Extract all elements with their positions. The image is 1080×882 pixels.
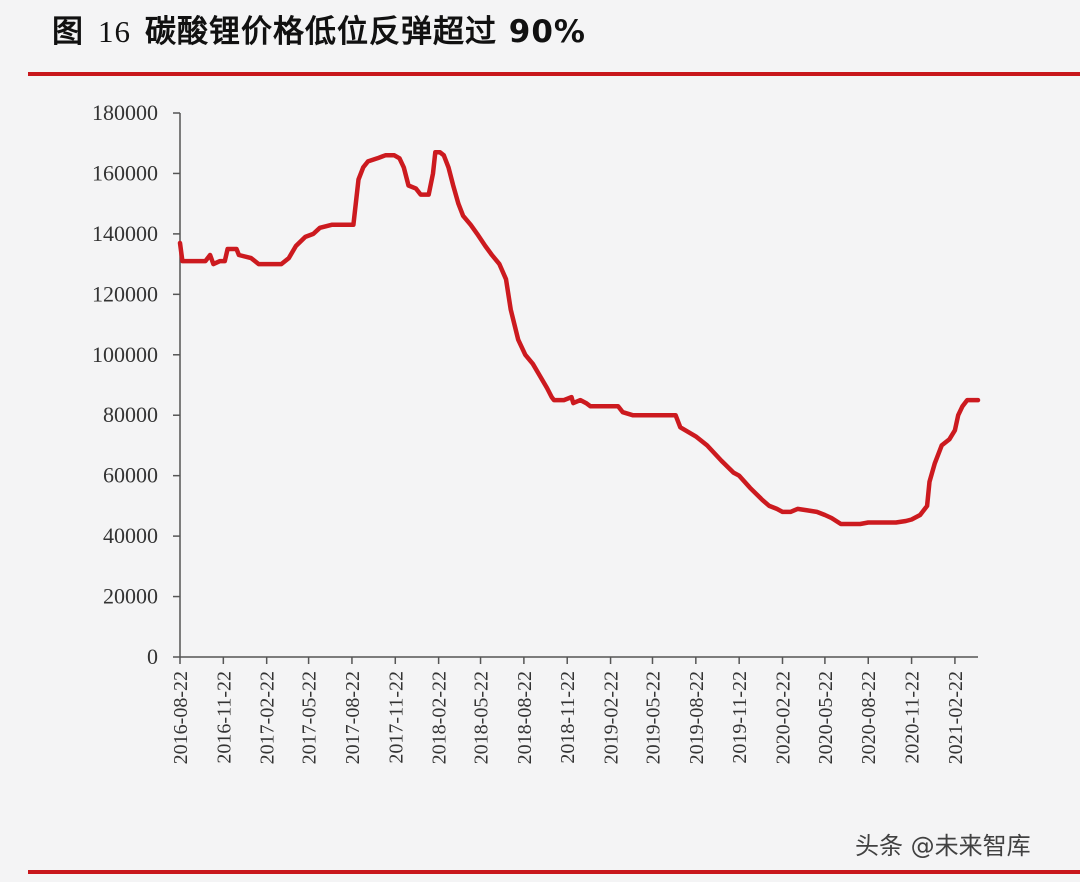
x-tick-label: 2020-08-22 [858, 671, 880, 764]
x-tick-label: 2019-02-22 [601, 671, 623, 764]
figure-title-prefix: 图 [52, 14, 84, 50]
y-tick-label: 0 [147, 644, 158, 669]
y-tick-label: 180000 [92, 100, 158, 125]
watermark: 头条 @未来智库 [855, 832, 1031, 860]
figure-title: 图 16 碳酸锂价格低位反弹超过 90% [52, 6, 586, 51]
y-tick-label: 40000 [103, 523, 158, 548]
x-tick-label: 2020-02-22 [773, 671, 795, 764]
x-tick-label: 2018-05-22 [471, 671, 493, 764]
y-tick-label: 20000 [103, 584, 158, 609]
x-tick-label: 2018-02-22 [429, 671, 451, 764]
x-tick-label: 2017-05-22 [299, 671, 321, 764]
x-tick-label: 2019-05-22 [642, 671, 664, 764]
x-tick-label: 2016-11-22 [213, 671, 235, 764]
x-tick-label: 2021-02-22 [945, 671, 967, 764]
y-tick-label: 120000 [92, 281, 158, 306]
x-tick-label: 2017-02-22 [257, 671, 279, 764]
y-tick-label: 100000 [92, 342, 158, 367]
series-line [177, 150, 981, 527]
x-tick-label: 2016-08-22 [170, 671, 192, 764]
x-tick-label: 2017-11-22 [385, 671, 407, 764]
top-rule [28, 72, 1080, 76]
y-tick-label: 60000 [103, 463, 158, 488]
x-tick-label: 2017-08-22 [342, 671, 364, 764]
figure-number: 16 [98, 14, 131, 49]
figure-title-text: 碳酸锂价格低位反弹超过 90% [145, 14, 586, 50]
y-tick-label: 160000 [92, 160, 158, 185]
x-tick-label: 2018-11-22 [557, 671, 579, 764]
y-tick-label: 80000 [103, 402, 158, 427]
y-tick-label: 140000 [92, 221, 158, 246]
x-tick-label: 2020-05-22 [815, 671, 837, 764]
x-tick-label: 2020-11-22 [902, 671, 924, 764]
x-tick-label: 2019-11-22 [729, 671, 751, 764]
x-tick-label: 2019-08-22 [686, 671, 708, 764]
bottom-rule [28, 870, 1080, 874]
x-tick-label: 2018-08-22 [514, 671, 536, 764]
